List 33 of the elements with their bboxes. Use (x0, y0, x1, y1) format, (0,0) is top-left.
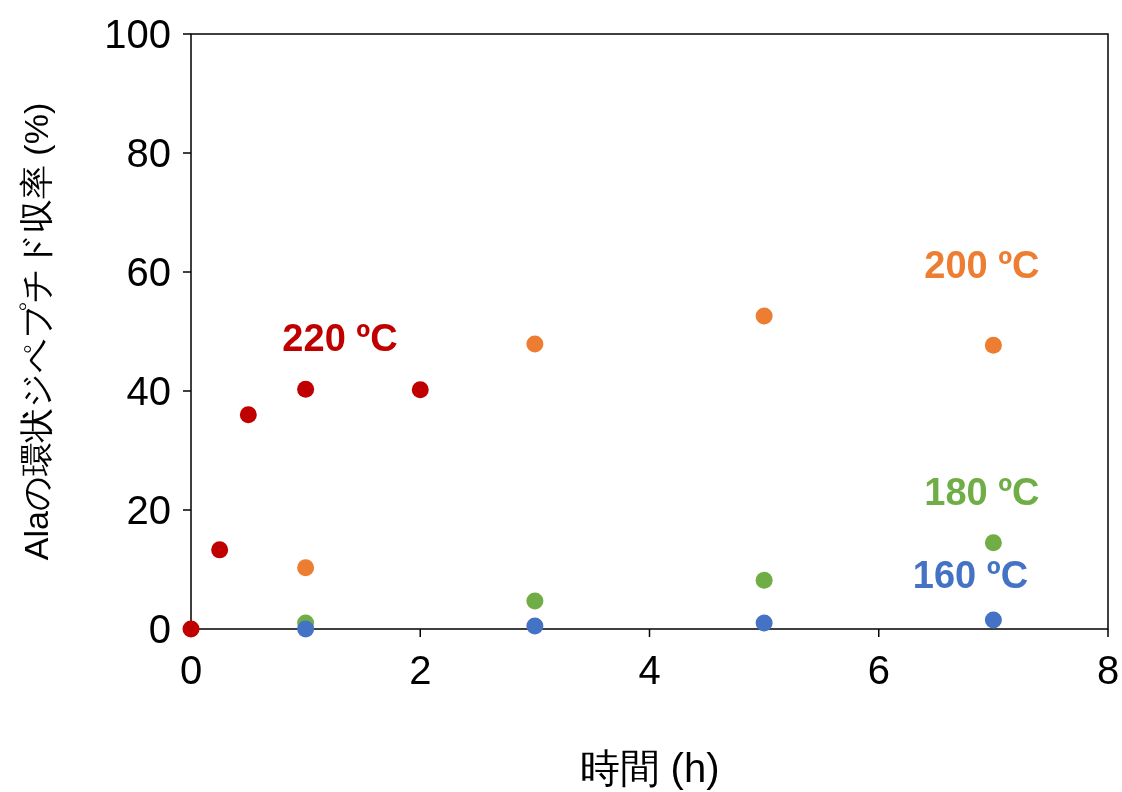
series-label: 180 ºC (924, 470, 1040, 513)
x-tick-label: 2 (409, 648, 432, 692)
y-tick-label: 40 (126, 369, 171, 413)
series-label: 220 ºC (282, 317, 398, 360)
point (984, 611, 1002, 629)
point (755, 571, 773, 589)
point (182, 620, 200, 638)
y-axis-title: Alaの環状ジペプチド収率 (%) (17, 102, 55, 561)
y-tick-label: 100 (104, 12, 171, 56)
point (984, 534, 1002, 552)
y-tick-label: 0 (148, 607, 171, 651)
y-tick-label: 80 (126, 131, 171, 175)
x-axis-title: 時間 (h) (579, 746, 720, 790)
series-label: 200 ºC (924, 244, 1040, 287)
point (526, 617, 544, 635)
point (755, 614, 773, 632)
point (526, 592, 544, 610)
point (297, 380, 315, 398)
point (984, 336, 1002, 354)
point (411, 381, 429, 399)
point (526, 335, 544, 353)
y-tick-label: 60 (126, 250, 171, 294)
point (239, 406, 257, 424)
x-tick-label: 0 (179, 648, 203, 692)
point (297, 620, 315, 638)
series-label: 160 ºC (912, 554, 1029, 597)
x-tick-label: 4 (638, 648, 661, 692)
point (755, 307, 773, 325)
y-tick-label: 20 (126, 488, 171, 532)
x-tick-label: 8 (1096, 648, 1120, 692)
point (211, 541, 229, 559)
x-tick-label: 6 (867, 648, 890, 692)
point (297, 559, 315, 577)
